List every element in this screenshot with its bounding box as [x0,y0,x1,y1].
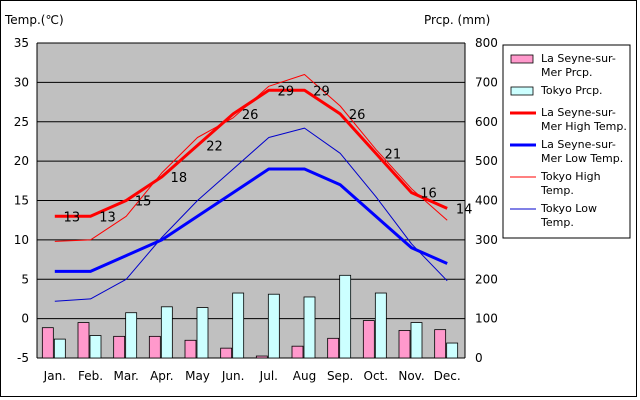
high-temp-value: 26 [242,108,259,123]
x-tick-label: Aug [293,369,316,383]
legend-label: Mer Prcp. [541,66,593,79]
left-tick-label: 15 [14,194,29,208]
right-axis-ticks: 0 100 200 300 400 500 600 700 800 [475,36,498,365]
left-tick-label: 30 [14,75,29,89]
prcp-bar [77,322,90,359]
high-temp-value: 22 [206,139,223,154]
high-temp-value: 21 [385,147,402,162]
legend-label: Tokyo Low [540,202,597,215]
left-tick-label: 25 [14,115,29,129]
high-temp-value: 13 [99,210,116,225]
temp-line [54,127,448,302]
x-tick-label: Apr. [150,369,173,383]
prcp-bar [89,335,102,359]
legend-label: La Seyne-sur- [541,106,616,119]
legend-label: Tokyo Prcp. [540,84,603,97]
right-tick-label: 600 [475,115,498,129]
prcp-bar [41,327,54,359]
right-tick-label: 700 [475,75,498,89]
prcp-bar [232,292,245,359]
x-axis-ticks: Jan. Feb. Mar. Apr. May Jun. Jul. Aug Sep. Oct. No… [43,369,461,383]
legend-label: Temp. [540,216,574,229]
prcp-bar [446,342,459,359]
legend-label: La Seyne-sur- [541,138,616,151]
prcp-bar [148,335,161,359]
high-temp-value: 14 [456,202,473,217]
prcp-bar [125,312,138,359]
legend-label: La Seyne-sur- [541,52,616,65]
legend-label: Mer High Temp. [541,120,627,133]
x-tick-label: Jul. [259,369,278,383]
x-tick-label: Nov. [398,369,424,383]
temp-line [54,167,448,273]
high-temp-value: 15 [135,195,152,210]
right-tick-label: 200 [475,272,498,286]
prcp-bar [434,329,447,359]
high-temp-value: 29 [278,84,295,99]
prcp-bar [362,320,375,359]
left-tick-label: 20 [14,154,29,168]
left-tick-label: 5 [21,272,29,286]
x-tick-label: Dec. [434,369,461,383]
right-tick-label: 400 [475,194,498,208]
high-temp-value: 13 [64,210,81,225]
right-tick-label: 300 [475,233,498,247]
prcp-bar [374,292,387,359]
legend-box [502,44,631,239]
right-tick-label: 500 [475,154,498,168]
temp-line [54,88,448,218]
left-axis-title: Temp.(℃) [4,13,64,27]
x-tick-label: Oct. [364,369,389,383]
high-temp-value: 29 [313,84,330,99]
prcp-bar [255,355,268,359]
prcp-bar [410,322,423,359]
prcp-bar [267,293,280,359]
prcp-bar [53,338,66,359]
left-tick-label: 35 [14,36,29,50]
high-temp-value: 26 [349,108,366,123]
legend-swatch [510,54,534,64]
right-tick-label: 0 [475,351,483,365]
right-tick-label: 100 [475,312,498,326]
left-tick-label: -5 [17,351,29,365]
left-axis-ticks: -5 0 5 10 15 20 25 30 35 [14,36,29,365]
x-tick-label: Mar. [113,369,138,383]
prcp-bar [303,296,316,359]
left-tick-label: 0 [21,312,29,326]
prcp-bar [398,330,411,359]
prcp-bar [220,347,233,359]
prcp-bar [339,274,352,359]
left-tick-label: 10 [14,233,29,247]
precipitation-bars [41,274,459,359]
gridlines [36,42,466,359]
legend-label: Temp. [540,184,574,197]
prcp-bar [184,339,197,359]
legend: La Seyne-sur-Mer Prcp.Tokyo Prcp.La Seyn… [510,52,627,229]
x-tick-label: Jun. [221,369,245,383]
prcp-bar [113,335,126,359]
x-tick-label: Jan. [43,369,66,383]
prcp-bar [327,337,340,359]
x-tick-label: Feb. [78,369,103,383]
x-tick-label: May [185,369,210,383]
x-tick-label: Sep. [327,369,353,383]
high-temp-labels: 13 13 15 18 22 26 29 29 26 21 16 14 [64,84,473,225]
right-axis-title: Prcp. (mm) [424,13,490,27]
legend-swatch [510,86,534,96]
prcp-bar [196,307,209,359]
high-temp-value: 16 [420,187,437,202]
legend-label: Mer Low Temp. [541,152,623,165]
right-tick-label: 800 [475,36,498,50]
high-temp-value: 18 [171,171,188,186]
temperature-lines [54,74,448,302]
prcp-bar [291,345,304,359]
legend-label: Tokyo High [540,170,601,183]
prcp-bar [160,306,173,359]
